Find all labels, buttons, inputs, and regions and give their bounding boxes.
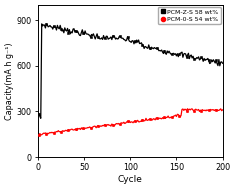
X-axis label: Cycle: Cycle [118, 175, 143, 184]
Legend: PCM-Z-S 58 wt%, PCM-0-S 54 wt%: PCM-Z-S 58 wt%, PCM-0-S 54 wt% [158, 7, 221, 24]
Y-axis label: Capacity(mA h g⁻¹): Capacity(mA h g⁻¹) [5, 42, 14, 120]
